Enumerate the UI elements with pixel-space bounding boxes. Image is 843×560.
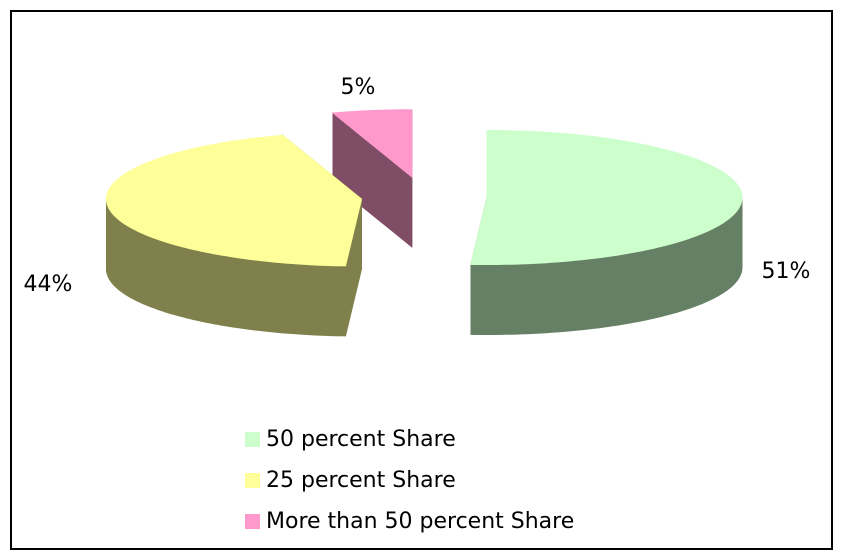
legend-label: 25 percent Share [266,468,456,493]
slice-top [331,109,413,178]
slice-top [470,130,743,265]
data-label: 51% [762,259,811,284]
legend-swatch [245,432,260,447]
legend-label: 50 percent Share [266,427,456,452]
slice-top [106,134,363,267]
data-label: 5% [341,75,376,100]
data-label: 44% [24,272,73,297]
legend-swatch [245,473,260,488]
legend-label: More than 50 percent Share [266,509,574,534]
legend-swatch [245,514,260,529]
